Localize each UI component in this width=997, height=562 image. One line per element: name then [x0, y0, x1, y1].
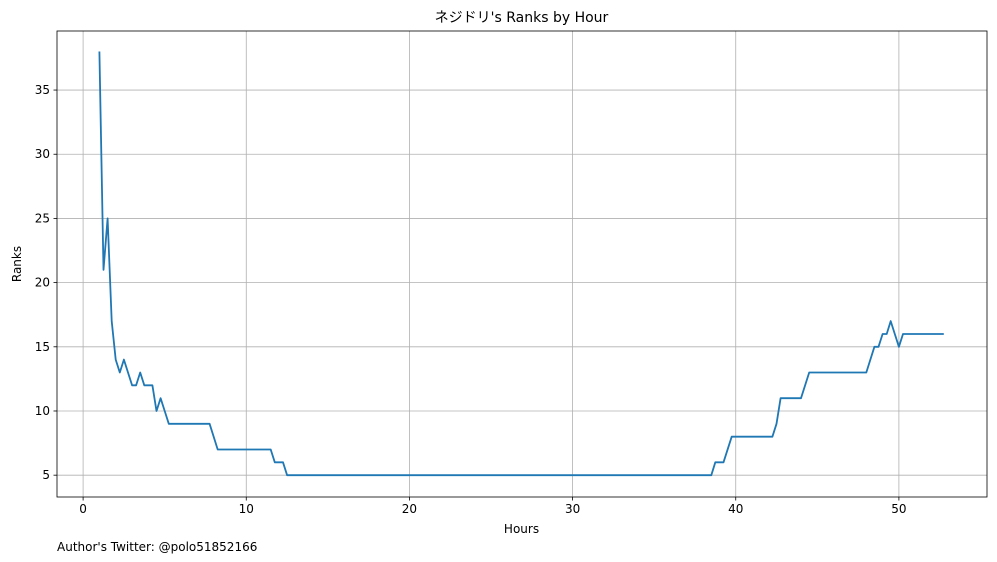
x-tick-label: 10 [239, 502, 254, 516]
chart-title: ネジドリ's Ranks by Hour [435, 10, 609, 26]
y-tick-label: 10 [35, 404, 50, 418]
y-tick-label: 15 [35, 340, 50, 354]
y-tick-label: 25 [35, 211, 50, 225]
y-tick-label: 5 [42, 468, 50, 482]
y-tick-label: 20 [35, 276, 50, 290]
x-tick-label: 20 [402, 502, 417, 516]
grid [57, 31, 987, 497]
series-layer [98, 51, 944, 477]
y-tick-label: 30 [35, 147, 50, 161]
x-tick-label: 30 [565, 502, 580, 516]
y-axis-label: Ranks [10, 246, 24, 282]
author-credit: Author's Twitter: @polo51852166 [57, 540, 257, 554]
x-tick-label: 0 [79, 502, 87, 516]
x-tick-label: 40 [728, 502, 743, 516]
x-axis-ticks: 0 10 20 30 40 50 [79, 497, 907, 516]
x-tick-label: 50 [891, 502, 906, 516]
x-axis-label: Hours [504, 522, 539, 536]
series-line-ranks [98, 51, 944, 477]
y-axis-ticks: 5 10 15 20 25 30 35 [35, 83, 57, 482]
y-tick-label: 35 [35, 83, 50, 97]
plot-frame [56, 30, 988, 498]
